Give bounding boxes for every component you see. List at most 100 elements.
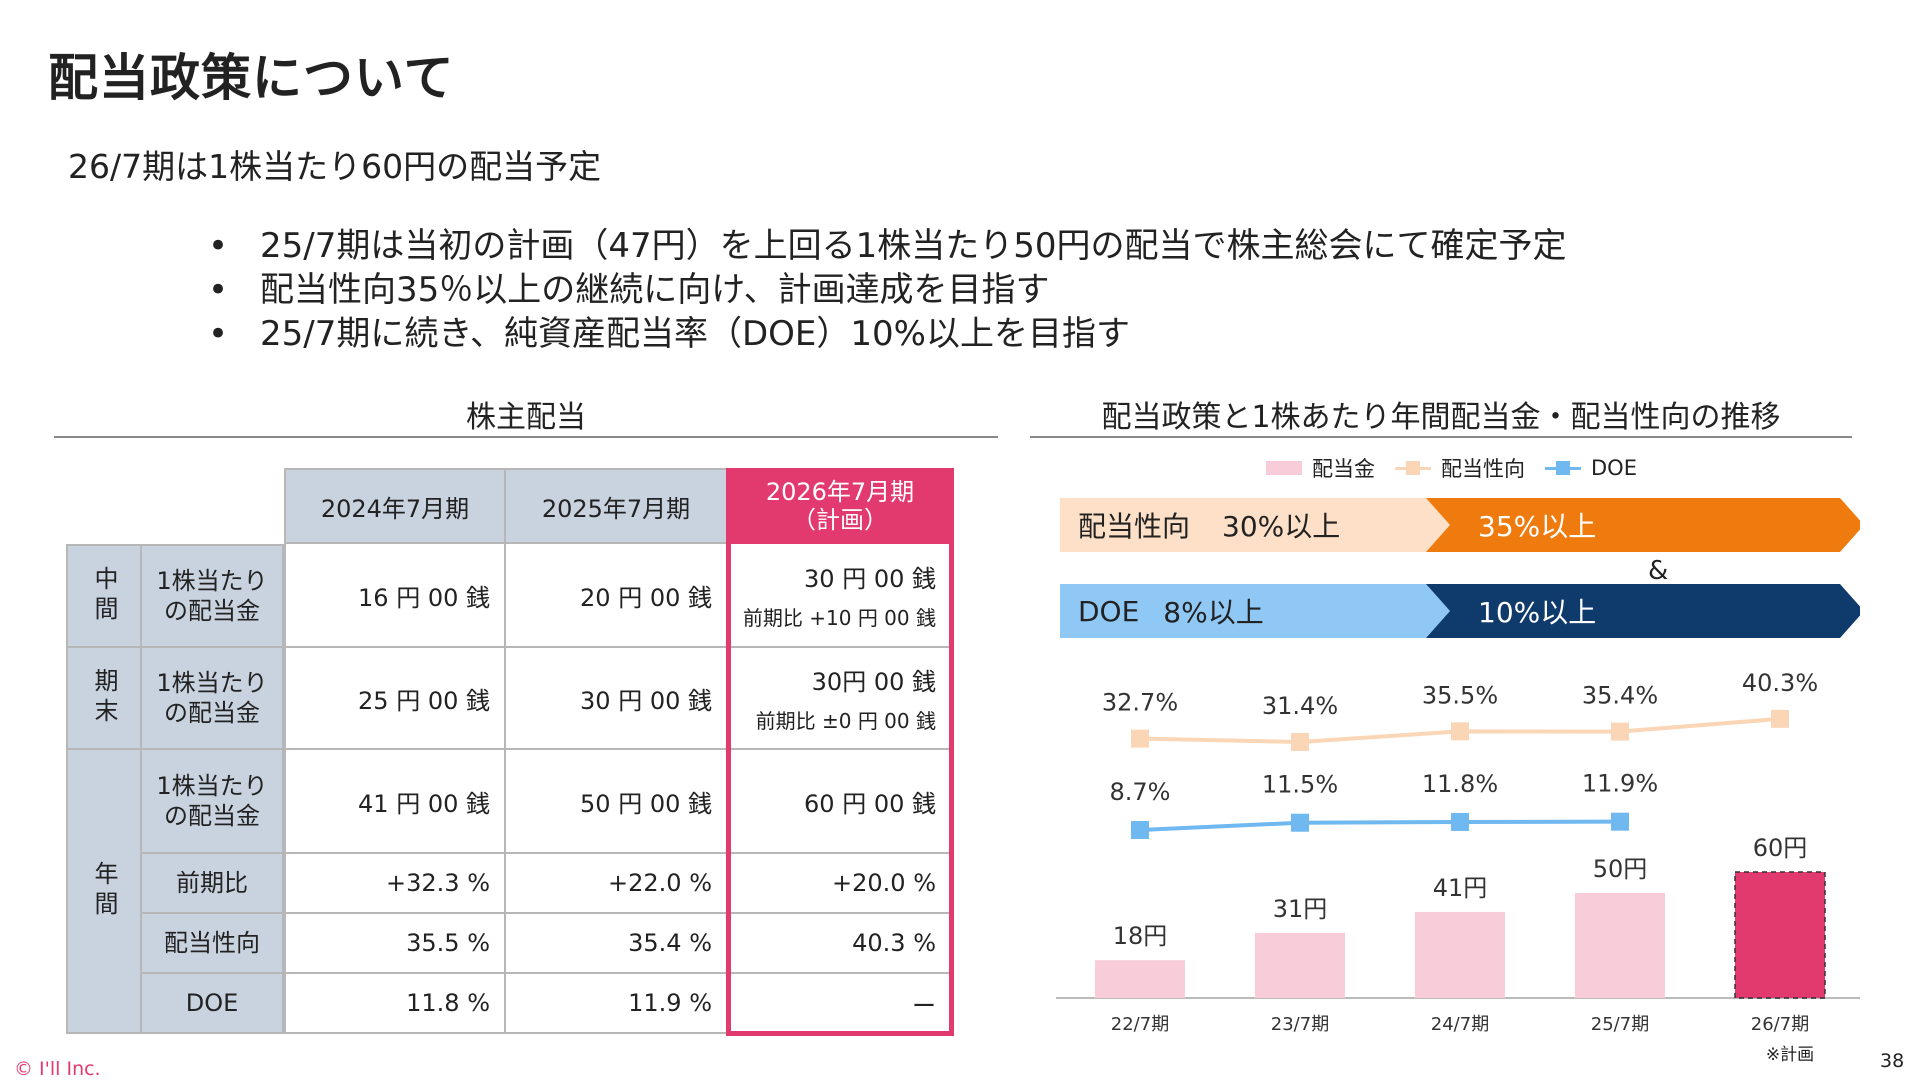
bullet-dot: • xyxy=(208,226,229,266)
x-tick-label: 25/7期 xyxy=(1591,1014,1649,1035)
doe-label: 11.5% xyxy=(1262,771,1338,799)
x-tick-label: 24/7期 xyxy=(1431,1014,1489,1035)
payout-new-value: 35%以上 xyxy=(1478,510,1597,543)
legend-label-dividend: 配当金 xyxy=(1312,457,1375,481)
chart-section-title: 配当政策と1株あたり年間配当金・配当性向の推移 xyxy=(1101,400,1781,435)
cell-interim-2026: 30 円 00 銭 前期比 +10 円 00 銭 xyxy=(728,544,952,648)
doe-line xyxy=(1139,819,1621,832)
lead-text: 26/7期は1株当たり60円の配当予定 xyxy=(68,147,602,186)
cell-annual-dps-2025: 50 円 00 銭 xyxy=(506,750,728,854)
bar-dividend xyxy=(1415,911,1505,998)
bullet-dot: • xyxy=(208,314,229,354)
doe-label: 8.7% xyxy=(1110,778,1171,806)
bar-dividend xyxy=(1095,960,1185,998)
row-label-dps: 1株当たり の配当金 xyxy=(142,544,284,648)
column-header-2026: 2026年7月期 （計画） xyxy=(728,468,952,544)
payout-marker xyxy=(1451,722,1469,741)
payout-old-value: 30%以上 xyxy=(1222,510,1341,543)
payout-label: 35.4% xyxy=(1582,682,1658,710)
policy-bands xyxy=(1060,498,1860,638)
cell-doe-2024: 11.8 % xyxy=(284,974,506,1034)
legend-swatch-payout xyxy=(1395,461,1431,475)
bar-label: 18円 xyxy=(1113,922,1168,950)
chart-footnote: ※計画 xyxy=(1765,1045,1815,1065)
payout-marker xyxy=(1131,729,1149,748)
bar-label: 41円 xyxy=(1433,874,1488,902)
row-label-yoy: 前期比 xyxy=(142,854,284,914)
cell-final-2024: 25 円 00 銭 xyxy=(284,648,506,750)
bullet-item: • 配当性向35％以上の継続に向け、計画達成を目指す xyxy=(200,268,1567,312)
cell-main-value: 30 円 00 銭 xyxy=(804,565,936,593)
cell-yoy-2025: +22.0 % xyxy=(506,854,728,914)
bullet-text: 25/7期は当初の計画（47円）を上回る1株当たり50円の配当で株主総会にて確定… xyxy=(260,226,1567,266)
payout-label: 配当性向 xyxy=(1078,510,1191,543)
legend-label-doe: DOE xyxy=(1591,456,1637,480)
payout-old-text: 配当性向 30%以上 xyxy=(1078,498,1340,552)
bullet-dot: • xyxy=(208,270,229,310)
column-header-2026-year: 2026年7月期 xyxy=(765,478,915,506)
row-label-payout: 配当性向 xyxy=(142,914,284,974)
bullet-list: • 25/7期は当初の計画（47円）を上回る1株当たり50円の配当で株主総会にて確… xyxy=(200,224,1567,356)
ampersand: & xyxy=(1648,556,1669,586)
payout-marker xyxy=(1611,722,1629,741)
cell-main-value: 30円 00 銭 xyxy=(811,668,936,696)
bar-dividend xyxy=(1255,932,1345,998)
cell-yoy-2026: +20.0 % xyxy=(728,854,952,914)
page-number: 38 xyxy=(1880,1050,1905,1072)
payout-label: 32.7% xyxy=(1102,689,1178,717)
cell-final-2025: 30 円 00 銭 xyxy=(506,648,728,750)
doe-new-value: 10%以上 xyxy=(1478,596,1597,629)
doe-marker xyxy=(1131,821,1149,839)
legend-label-payout: 配当性向 xyxy=(1441,457,1525,481)
cell-annual-dps-2024: 41 円 00 銭 xyxy=(284,750,506,854)
row-label-doe: DOE xyxy=(142,974,284,1034)
payout-new-band xyxy=(1426,498,1860,552)
table-section-rule xyxy=(54,436,998,438)
payout-old-band xyxy=(1060,498,1450,552)
cell-interim-2025: 20 円 00 銭 xyxy=(506,544,728,648)
doe-old-value: 8%以上 xyxy=(1163,596,1264,629)
legend-swatch-doe xyxy=(1545,461,1581,475)
row-label-dps: 1株当たり の配当金 xyxy=(142,648,284,750)
page-title: 配当政策について xyxy=(48,49,455,107)
bullet-item: • 25/7期は当初の計画（47円）を上回る1株当たり50円の配当で株主総会にて確… xyxy=(200,224,1567,268)
column-header-2024: 2024年7月期 xyxy=(284,468,506,544)
cell-final-2026: 30円 00 銭 前期比 ±0 円 00 銭 xyxy=(728,648,952,750)
cell-annual-dps-2026: 60 円 00 銭 xyxy=(728,750,952,854)
chart-section-rule xyxy=(1030,436,1852,438)
payout-marker xyxy=(1291,733,1309,751)
row-label-dps: 1株当たり の配当金 xyxy=(142,750,284,854)
dividend-table: 2024年7月期 2025年7月期 2026年7月期 （計画） 中間 期末 年間… xyxy=(0,0,954,1036)
doe-marker xyxy=(1451,812,1469,831)
x-tick-label: 22/7期 xyxy=(1111,1014,1169,1035)
column-header-2026-plan: （計画） xyxy=(792,506,888,534)
group-label-text: 年間 xyxy=(90,861,118,921)
cell-payout-2024: 35.5 % xyxy=(284,914,506,974)
payout-label: 35.5% xyxy=(1422,681,1498,709)
cell-doe-2025: 11.9 % xyxy=(506,974,728,1034)
cell-interim-2024: 16 円 00 銭 xyxy=(284,544,506,648)
x-tick-label: 23/7期 xyxy=(1271,1014,1329,1035)
bar-dividend xyxy=(1734,871,1826,999)
payout-marker xyxy=(1771,709,1789,728)
bar-label: 60円 xyxy=(1753,834,1808,862)
copyright: © I'll Inc. xyxy=(14,1058,101,1080)
column-header-2025: 2025年7月期 xyxy=(506,468,728,544)
group-label-final: 期末 xyxy=(66,648,142,750)
doe-new-band xyxy=(1426,584,1860,638)
cell-sub-value: 前期比 ±0 円 00 銭 xyxy=(755,709,936,733)
group-label-annual: 年間 xyxy=(66,750,142,1034)
bar-dividend xyxy=(1575,893,1665,998)
doe-label: 11.9% xyxy=(1582,770,1658,798)
chart-legend: 配当金 配当性向 DOE xyxy=(1266,454,1637,482)
doe-marker xyxy=(1291,813,1309,832)
doe-marker xyxy=(1611,812,1629,831)
legend-swatch-dividend xyxy=(1266,461,1302,475)
doe-old-band xyxy=(1060,584,1450,638)
table-section-title: 株主配当 xyxy=(466,400,586,435)
group-label-text: 中間 xyxy=(90,566,118,626)
group-label-interim: 中間 xyxy=(66,544,142,648)
group-label-text: 期末 xyxy=(90,668,118,728)
x-tick-label: 26/7期 xyxy=(1751,1014,1809,1035)
cell-payout-2026: 40.3 % xyxy=(728,914,952,974)
